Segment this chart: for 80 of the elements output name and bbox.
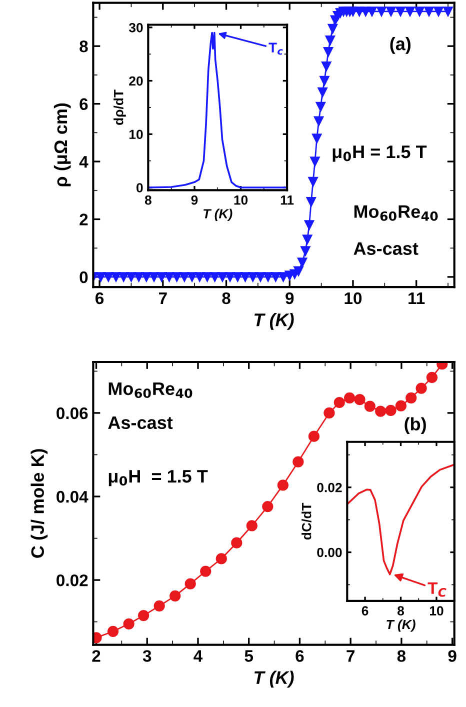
x-tick-label: 3 bbox=[142, 650, 152, 662]
x-tick-label: 6 bbox=[96, 292, 104, 304]
point bbox=[138, 610, 150, 622]
x-tick-label: 9 bbox=[191, 195, 198, 205]
x-tick-label: 11 bbox=[408, 292, 425, 304]
y-tick-label: 0.00 bbox=[317, 548, 342, 558]
annotation: μ$_{0}$H = 1.5 T bbox=[332, 146, 427, 162]
y-tick-label: 10 bbox=[129, 130, 143, 140]
y-tick-label: 0 bbox=[136, 183, 143, 192]
y-axis-title: ρ (μΩ cm) bbox=[54, 103, 71, 186]
y-tick-label: 20 bbox=[129, 76, 143, 86]
point bbox=[395, 400, 406, 412]
point bbox=[107, 626, 119, 637]
point bbox=[292, 456, 304, 468]
point bbox=[416, 382, 427, 394]
x-tick-label: 2 bbox=[92, 650, 100, 662]
y-axis-title: dρ/dT bbox=[114, 90, 126, 125]
point bbox=[200, 566, 212, 577]
y-axis-title: dC/dT bbox=[302, 502, 312, 540]
y-tick-label: 0.02 bbox=[317, 482, 342, 492]
annotation: T$_{c}$ bbox=[268, 42, 283, 55]
y-tick-label: 0.04 bbox=[56, 490, 88, 503]
x-tick-label: 10 bbox=[234, 195, 248, 205]
point bbox=[344, 392, 356, 404]
x-tick-label: 10 bbox=[430, 606, 444, 616]
line-series bbox=[347, 464, 454, 576]
point bbox=[385, 404, 396, 416]
point bbox=[308, 430, 320, 442]
annotation: T$_{C}$ bbox=[428, 582, 446, 597]
x-tick-label: 8 bbox=[222, 292, 230, 304]
point bbox=[246, 520, 258, 532]
point bbox=[262, 500, 274, 512]
x-axis-title: T (K) bbox=[204, 208, 232, 222]
y-tick-label: 8 bbox=[80, 40, 88, 52]
point bbox=[231, 537, 242, 548]
y-tick-label: 0.02 bbox=[56, 574, 88, 586]
x-tick-label: 4 bbox=[194, 650, 203, 662]
line-series bbox=[148, 32, 288, 188]
x-tick-label: 6 bbox=[296, 650, 304, 662]
annotation: Mo$_{60}$Re$_{40}$ bbox=[108, 382, 192, 398]
point bbox=[170, 590, 181, 602]
x-tick-label: 9 bbox=[448, 650, 456, 662]
x-tick-label: 8 bbox=[397, 650, 406, 662]
point bbox=[364, 400, 376, 412]
x-tick-label: 7 bbox=[346, 650, 354, 662]
x-tick-label: 11 bbox=[280, 196, 294, 205]
annotation: As-cast bbox=[354, 242, 418, 255]
point bbox=[426, 372, 438, 383]
point bbox=[184, 578, 196, 590]
x-axis-title: T (K) bbox=[254, 670, 294, 688]
x-tick-label: 8 bbox=[144, 195, 152, 205]
y-tick-label: 6 bbox=[80, 98, 88, 110]
point bbox=[406, 392, 417, 404]
x-tick-label: 6 bbox=[362, 606, 368, 616]
y-tick-label: 0 bbox=[80, 271, 88, 284]
point bbox=[216, 553, 227, 564]
point bbox=[154, 600, 165, 612]
x-axis-title: T (K) bbox=[386, 620, 416, 632]
y-tick-label: 4 bbox=[79, 156, 88, 168]
annotation: As-cast bbox=[108, 416, 173, 430]
x-tick-label: 8 bbox=[398, 606, 404, 616]
x-tick-label: 7 bbox=[158, 292, 167, 304]
point bbox=[123, 618, 134, 630]
y-tick-label: 2 bbox=[80, 214, 88, 226]
point bbox=[354, 394, 366, 406]
x-tick-label: 5 bbox=[244, 650, 254, 662]
y-tick-label: 30 bbox=[128, 22, 143, 32]
y-axis-title: C (J/ mole K) bbox=[30, 449, 48, 558]
annotation: (a) bbox=[390, 37, 411, 54]
x-axis-title: T (K) bbox=[254, 312, 294, 330]
annotation: μ$_{0}$H = 1.5 T bbox=[108, 470, 208, 486]
y-tick-label: 0.06 bbox=[56, 407, 88, 420]
point bbox=[375, 406, 386, 417]
x-tick-label: 10 bbox=[344, 292, 362, 304]
point bbox=[334, 396, 345, 408]
annotation: Mo$_{60}$Re$_{40}$ bbox=[354, 205, 438, 221]
point bbox=[277, 480, 288, 491]
point bbox=[324, 407, 335, 418]
x-tick-label: 9 bbox=[286, 292, 294, 304]
annotation: (b) bbox=[404, 417, 426, 434]
